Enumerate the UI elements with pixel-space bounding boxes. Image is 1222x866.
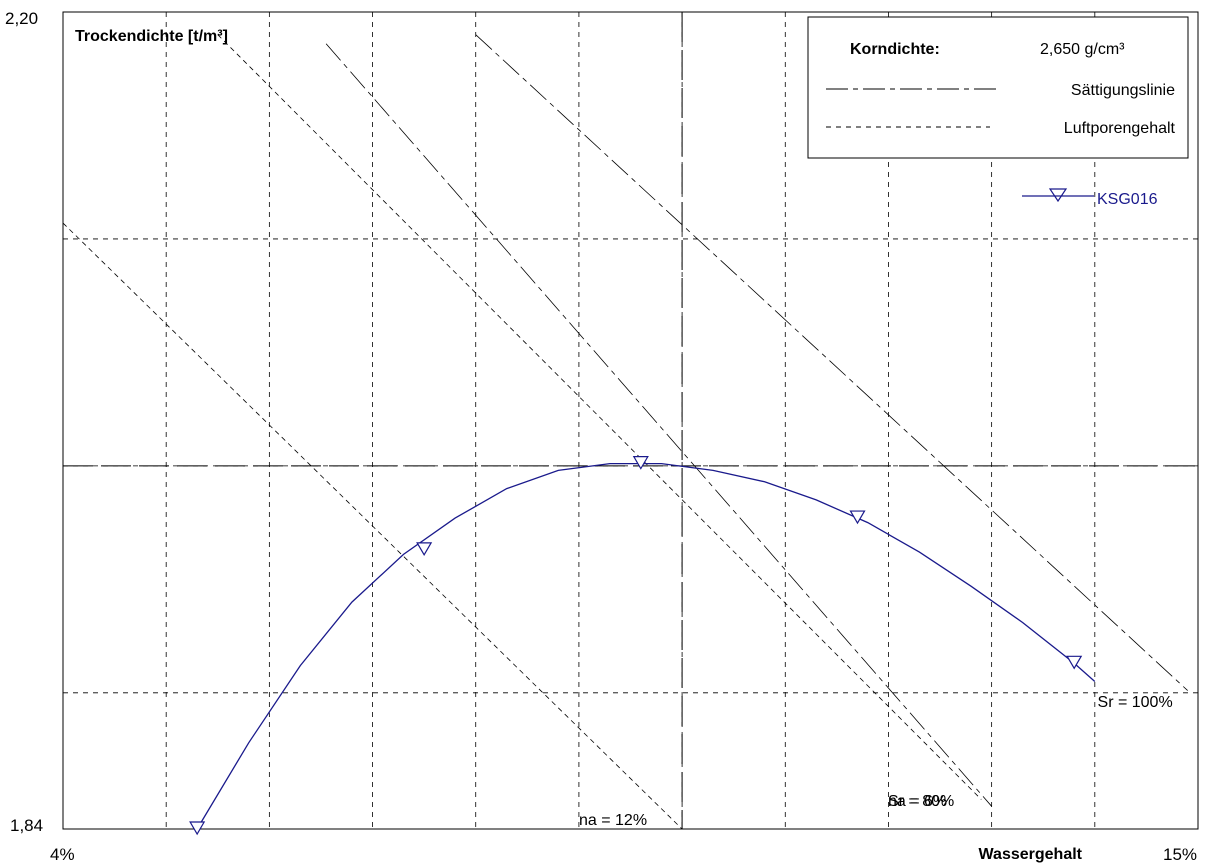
legend-korndichte-label: Korndichte: (850, 41, 940, 58)
air-void-line (62, 222, 683, 830)
reference-line-labels: Sr = 100% Sr = 80%na = 6% na = 12% (579, 694, 1173, 829)
legend-series-label: KSG016 (1097, 191, 1158, 208)
grid (63, 12, 1198, 829)
legend-airvoid-label: Luftporengehalt (1064, 120, 1176, 137)
triangle-down-icon (1048, 188, 1068, 203)
reference-lines (62, 34, 1188, 830)
y-axis-title: Trockendichte [t/m³] (75, 28, 228, 45)
x-tick-max: 15% (1163, 845, 1197, 864)
y-tick-max: 2,20 (5, 9, 38, 28)
legend-series-entry: KSG016 (1022, 188, 1158, 208)
air-void-label: na = 12% (579, 812, 647, 829)
air-void-label: na = 6% (888, 793, 947, 810)
y-tick-min: 1,84 (10, 816, 43, 835)
saturation-line (325, 43, 992, 807)
series-line-ksg016 (196, 462, 1096, 830)
proctor-optimum-lines (63, 12, 1198, 829)
data-point-marker (1066, 655, 1083, 670)
data-point-marker (416, 542, 433, 557)
data-point-marker (632, 456, 649, 470)
legend: Korndichte: 2,650 g/cm³ Sättigungslinie … (807, 16, 1189, 159)
air-void-line (217, 34, 982, 800)
legend-korndichte-value: 2,650 g/cm³ (1040, 41, 1125, 58)
x-tick-min: 4% (50, 845, 75, 864)
saturation-label: Sr = 80% (888, 793, 954, 810)
data-point-marker (849, 510, 866, 525)
legend-saturation-label: Sättigungslinie (1071, 82, 1175, 99)
saturation-label: Sr = 100% (1098, 694, 1173, 711)
plot-frame (62, 11, 1199, 830)
data-point-marker (189, 821, 206, 836)
x-axis-title: Wassergehalt (979, 846, 1083, 863)
saturation-line (475, 34, 1188, 691)
legend-box (807, 16, 1189, 159)
series-layer (189, 456, 1096, 836)
